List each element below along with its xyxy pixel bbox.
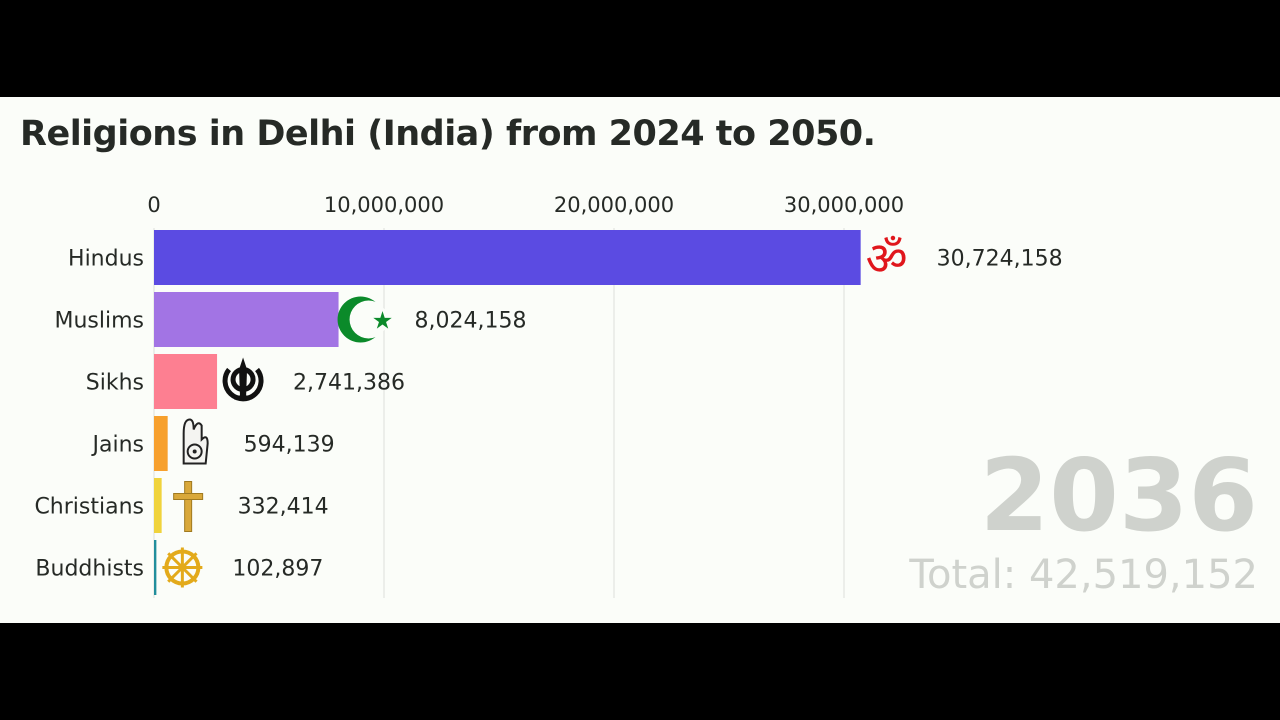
chart-title: Religions in Delhi (India) from 2024 to … <box>20 114 876 154</box>
category-label: Muslims <box>54 309 144 334</box>
value-label: 594,139 <box>244 433 335 458</box>
year-label: 2036 <box>980 437 1258 554</box>
bar-buddhists <box>154 540 157 595</box>
value-label: 8,024,158 <box>415 309 527 334</box>
dharma-wheel-icon <box>162 547 203 588</box>
svg-text:ॐ: ॐ <box>866 232 908 286</box>
x-tick-label: 30,000,000 <box>784 193 904 217</box>
category-label: Jains <box>91 433 145 458</box>
category-label: Buddhists <box>35 557 144 582</box>
crescent-star-icon: ★ <box>337 296 394 343</box>
value-label: 30,724,158 <box>937 247 1063 272</box>
om-icon: ॐ <box>866 232 908 286</box>
bar-christians <box>154 478 162 533</box>
x-tick-label: 20,000,000 <box>554 193 674 217</box>
x-tick-label: 0 <box>147 193 160 217</box>
category-label: Christians <box>34 495 144 520</box>
value-label: 2,741,386 <box>293 371 405 396</box>
value-label: 102,897 <box>232 557 323 582</box>
x-tick-label: 10,000,000 <box>324 193 444 217</box>
category-label: Sikhs <box>86 371 144 396</box>
total-label: Total: 42,519,152 <box>908 552 1258 598</box>
bar-jains <box>154 416 168 471</box>
bar-sikhs <box>154 354 218 409</box>
cross-icon <box>173 481 204 532</box>
bar-muslims <box>154 292 339 347</box>
value-label: 332,414 <box>238 495 329 520</box>
svg-text:★: ★ <box>372 307 394 335</box>
jain-hand-icon <box>182 418 209 465</box>
khanda-icon <box>222 357 264 402</box>
bar-hindus <box>154 230 861 285</box>
category-label: Hindus <box>68 247 144 272</box>
